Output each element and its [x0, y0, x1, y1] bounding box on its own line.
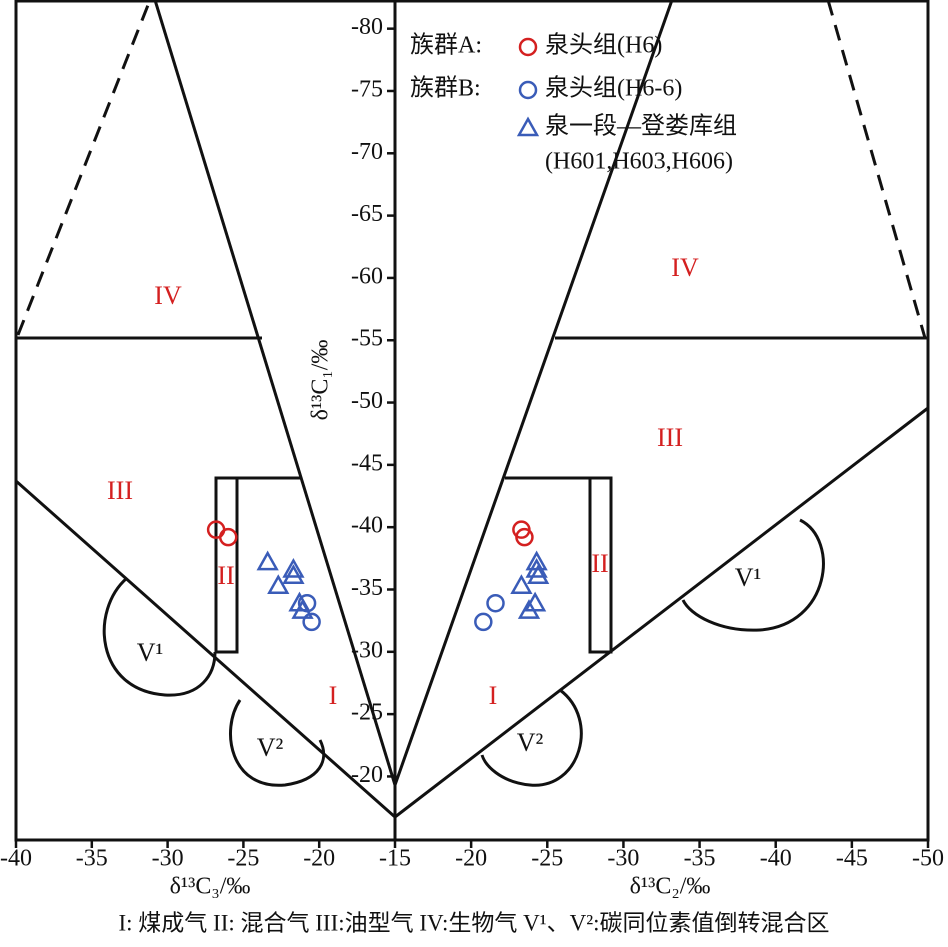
y-tick-label: -40 [351, 513, 383, 539]
x-tick-label: -20 [303, 846, 335, 872]
x-axis-label: δ¹³C₂/‰ [630, 874, 711, 900]
circle-marker [302, 612, 321, 632]
region-label: I [489, 681, 498, 710]
legend-group: 族群B: [410, 75, 481, 102]
x-tick-label: -15 [379, 846, 411, 872]
triangle-marker [282, 558, 305, 578]
y-axis-label: δ¹³C₁/‰ [308, 340, 334, 421]
region-label: III [107, 476, 133, 505]
x-tick-label: -25 [531, 846, 563, 872]
y-tick-label: -35 [351, 575, 383, 601]
y-tick-label: -60 [351, 263, 383, 289]
legend-marker [518, 80, 538, 100]
region-label: II [217, 561, 234, 590]
x-axis-label: δ¹³C₃/‰ [170, 874, 251, 900]
circle-marker [486, 593, 505, 613]
triangle-marker [291, 599, 314, 619]
triangle-marker [267, 574, 290, 595]
x-tick-label: -40 [0, 846, 32, 872]
y-tick-label: -70 [351, 139, 383, 165]
y-tick-label: -25 [351, 700, 383, 726]
region-label: V¹ [735, 563, 762, 592]
x-tick-label: -25 [227, 846, 259, 872]
x-tick-label: -30 [607, 846, 639, 872]
x-tick-label: -40 [760, 846, 792, 872]
region-label: V² [517, 728, 544, 757]
boundaries [15, 0, 929, 819]
legend-group: 族群A: [410, 32, 482, 59]
triangle-marker [527, 564, 550, 585]
legend-marker [518, 37, 538, 57]
legend-label: 泉一段—登娄库组 [545, 113, 737, 140]
region-label: I [329, 681, 338, 710]
circle-marker [474, 612, 493, 632]
triangle-marker [256, 550, 279, 571]
y-tick-label: -30 [351, 637, 383, 663]
region-label: V² [257, 733, 284, 762]
region-label: III [657, 423, 683, 452]
y-tick-label: -65 [351, 201, 383, 227]
circle-marker [515, 527, 534, 547]
caption: I: 煤成气 II: 混合气 III:油型气 IV:生物气 V¹、V²:碳同位素… [119, 910, 830, 935]
x-tick-label: -30 [152, 846, 184, 872]
legend-note: (H601,H603,H606) [545, 149, 733, 175]
x-tick-label: -20 [455, 846, 487, 872]
y-tick-label: -45 [351, 450, 383, 476]
y-tick-label: -80 [351, 14, 383, 40]
triangle-marker [510, 574, 533, 595]
y-tick-label: -50 [351, 388, 383, 414]
triangle-marker [282, 564, 305, 585]
triangle-marker [525, 558, 548, 578]
region-label: IV [154, 281, 182, 310]
x-tick-label: -50 [912, 846, 944, 872]
y-tick-label: -75 [351, 76, 383, 102]
legend-label: 泉头组(H6-6) [545, 75, 682, 102]
y-tick-label: -55 [351, 326, 383, 352]
region-label: II [591, 549, 608, 578]
region-label: IV [671, 253, 699, 282]
triangle-marker [517, 599, 541, 619]
plot-frame [14, 0, 930, 842]
x-tick-label: -35 [684, 846, 716, 872]
y-tick-label: -20 [351, 762, 383, 788]
circle-marker [218, 527, 238, 547]
x-tick-label: -35 [76, 846, 108, 872]
x-tick-label: -45 [836, 846, 868, 872]
legend-label: 泉头组(H6) [545, 32, 662, 59]
region-label: V¹ [137, 638, 164, 667]
legend-marker [516, 116, 540, 137]
